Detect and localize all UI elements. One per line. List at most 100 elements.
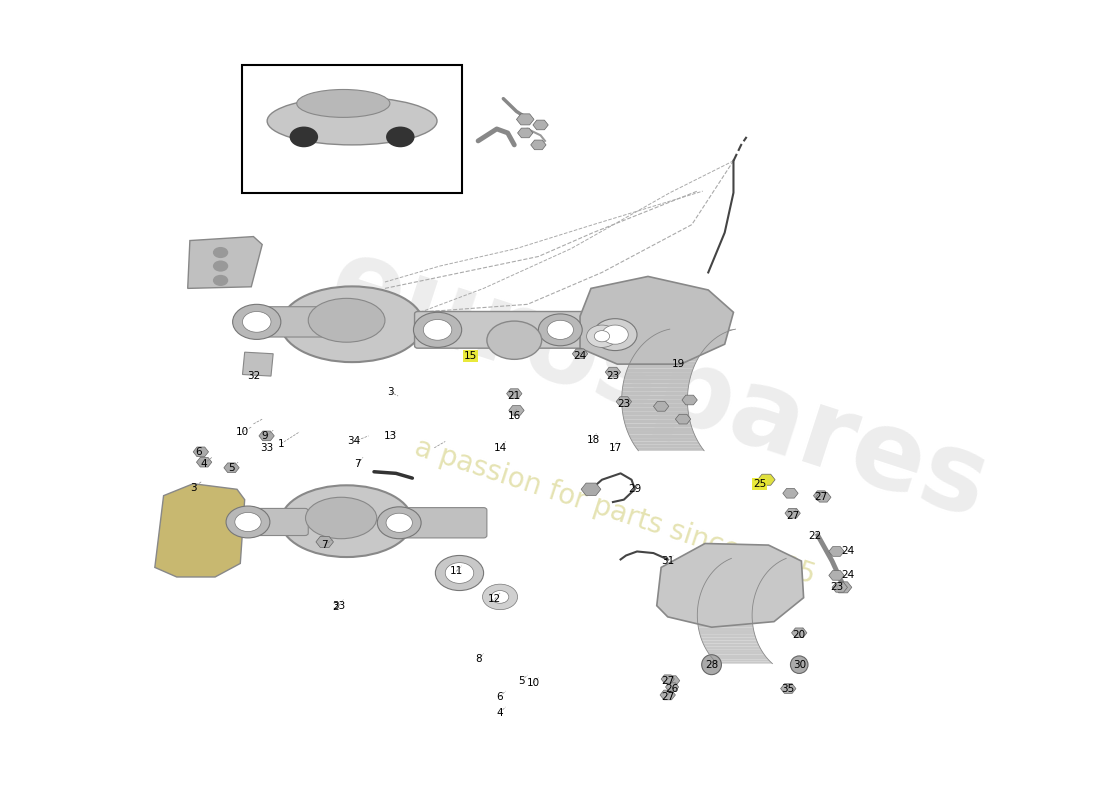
Polygon shape — [675, 414, 691, 424]
Polygon shape — [697, 607, 752, 611]
Polygon shape — [664, 676, 680, 686]
Polygon shape — [701, 591, 756, 594]
Polygon shape — [651, 335, 720, 337]
Polygon shape — [697, 621, 752, 624]
Polygon shape — [697, 618, 752, 621]
Polygon shape — [661, 675, 674, 683]
Polygon shape — [698, 598, 755, 601]
Polygon shape — [621, 408, 689, 412]
Ellipse shape — [280, 486, 412, 557]
Polygon shape — [626, 427, 693, 431]
Polygon shape — [623, 412, 689, 416]
Polygon shape — [814, 491, 828, 501]
Text: 4: 4 — [497, 707, 504, 718]
Polygon shape — [711, 572, 768, 574]
Polygon shape — [605, 367, 620, 377]
Polygon shape — [698, 601, 754, 604]
Polygon shape — [626, 369, 693, 372]
Polygon shape — [155, 484, 244, 577]
Polygon shape — [702, 641, 758, 643]
Polygon shape — [701, 638, 757, 641]
Circle shape — [602, 325, 628, 344]
Circle shape — [424, 319, 452, 340]
Polygon shape — [629, 362, 696, 365]
Polygon shape — [581, 483, 601, 495]
Polygon shape — [663, 330, 733, 331]
Polygon shape — [654, 334, 723, 335]
Polygon shape — [722, 562, 779, 564]
Polygon shape — [188, 237, 262, 288]
Polygon shape — [713, 659, 770, 662]
Circle shape — [289, 126, 318, 147]
Polygon shape — [641, 343, 710, 346]
Polygon shape — [630, 358, 698, 362]
Text: 22: 22 — [807, 530, 822, 541]
Polygon shape — [630, 438, 697, 442]
Circle shape — [213, 275, 228, 286]
Text: 11: 11 — [450, 566, 463, 577]
Text: 18: 18 — [586, 435, 600, 445]
Polygon shape — [783, 489, 799, 498]
Text: 21: 21 — [508, 391, 521, 401]
Polygon shape — [632, 442, 700, 445]
Ellipse shape — [297, 90, 389, 118]
Ellipse shape — [308, 298, 385, 342]
Circle shape — [538, 314, 582, 346]
Polygon shape — [697, 604, 752, 607]
Circle shape — [213, 261, 228, 272]
Polygon shape — [509, 406, 524, 415]
Polygon shape — [726, 559, 783, 561]
Text: 3: 3 — [387, 387, 394, 397]
Polygon shape — [621, 392, 688, 396]
Text: 24: 24 — [840, 546, 854, 557]
Polygon shape — [703, 643, 759, 646]
Polygon shape — [704, 646, 761, 650]
Polygon shape — [707, 577, 763, 580]
Text: 5: 5 — [518, 676, 526, 686]
Polygon shape — [698, 628, 754, 631]
Polygon shape — [258, 431, 274, 441]
Polygon shape — [623, 416, 690, 420]
Circle shape — [227, 506, 270, 538]
Polygon shape — [316, 536, 333, 547]
Polygon shape — [702, 588, 758, 591]
Polygon shape — [634, 445, 702, 448]
Polygon shape — [625, 423, 692, 427]
Text: 27: 27 — [814, 492, 828, 502]
Text: 35: 35 — [782, 683, 795, 694]
Text: 23: 23 — [606, 371, 619, 381]
Circle shape — [234, 513, 261, 531]
Polygon shape — [832, 582, 847, 592]
Polygon shape — [242, 352, 273, 376]
Ellipse shape — [702, 654, 722, 674]
Polygon shape — [704, 582, 760, 586]
Circle shape — [414, 312, 462, 347]
Circle shape — [436, 555, 484, 590]
Ellipse shape — [306, 498, 376, 538]
Text: 13: 13 — [384, 431, 397, 441]
FancyBboxPatch shape — [241, 509, 308, 535]
Polygon shape — [517, 114, 534, 125]
Polygon shape — [703, 586, 759, 588]
FancyBboxPatch shape — [415, 311, 585, 348]
Polygon shape — [697, 624, 754, 628]
Polygon shape — [700, 594, 756, 598]
Polygon shape — [666, 683, 679, 691]
Text: 14: 14 — [494, 443, 507, 453]
Text: 25: 25 — [754, 478, 767, 489]
Polygon shape — [627, 365, 695, 369]
Text: 29: 29 — [628, 484, 641, 494]
Text: a passion for parts since 1985: a passion for parts since 1985 — [411, 434, 820, 590]
Ellipse shape — [487, 321, 541, 359]
Polygon shape — [580, 277, 734, 364]
Polygon shape — [625, 372, 692, 376]
Polygon shape — [713, 570, 769, 572]
Polygon shape — [724, 561, 781, 562]
Text: 8: 8 — [475, 654, 482, 664]
Text: 5: 5 — [228, 462, 234, 473]
Circle shape — [586, 325, 617, 347]
Polygon shape — [792, 628, 807, 638]
Circle shape — [386, 514, 412, 532]
Ellipse shape — [791, 656, 808, 674]
Text: 15: 15 — [464, 351, 477, 361]
